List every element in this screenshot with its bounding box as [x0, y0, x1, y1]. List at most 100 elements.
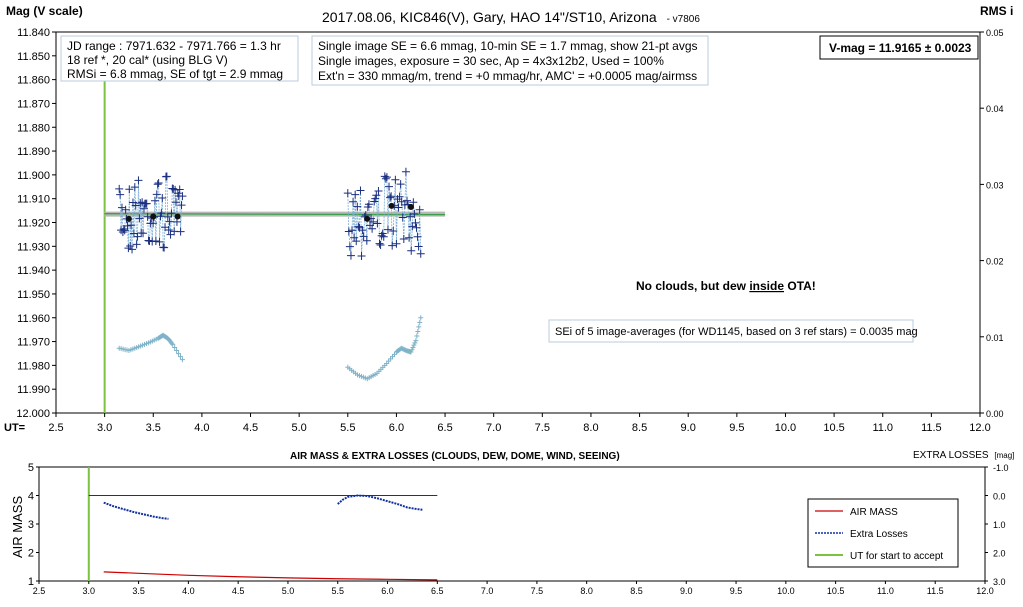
bottom-ylabel-right-unit: [mag]	[994, 451, 1014, 460]
avg-point	[364, 215, 371, 222]
bottom-x-tick-label: 9.5	[730, 586, 743, 596]
top-x-tick-label: 11.5	[921, 422, 942, 434]
top-y-tick-label: 11.920	[17, 218, 50, 230]
rms-point	[412, 340, 418, 346]
bottom-x-tick-label: 9.0	[680, 586, 693, 596]
single-image-point	[402, 196, 411, 205]
rms-point	[179, 357, 185, 363]
legend-label-extra-losses: Extra Losses	[850, 529, 908, 540]
single-image-point	[176, 227, 185, 236]
info-box-2-line-2: Single images, exposure = 30 sec, Ap = 4…	[318, 54, 664, 68]
top-title: 2017.08.06, KIC846(V), Gary, HAO 14"/ST1…	[322, 9, 700, 25]
bottom-right-tick-label: 1.0	[993, 520, 1006, 530]
bottom-x-tick-label: 11.0	[877, 586, 894, 596]
bottom-x-tick-label: 5.5	[331, 586, 344, 596]
bottom-x-tick-label: 3.0	[83, 586, 96, 596]
top-x-tick-label: 4.5	[243, 422, 258, 434]
single-image-point	[115, 184, 124, 193]
air-mass-line	[103, 571, 438, 581]
single-image-point	[165, 217, 174, 226]
info-box-1	[60, 35, 299, 82]
single-image-point	[398, 213, 407, 222]
bottom-y-tick-label: 4	[28, 491, 34, 503]
top-right-tick-label: 0.02	[986, 257, 1004, 267]
bottom-y-tick-label: 3	[28, 519, 34, 531]
bottom-x-tick-label: 7.0	[481, 586, 494, 596]
single-image-point	[177, 201, 186, 210]
avg-point	[388, 202, 395, 209]
single-image-point	[131, 201, 140, 210]
clouds-annotation-before: No clouds, but dew	[636, 279, 749, 293]
vmag-label: V-mag = 11.9165 ± 0.0023	[829, 41, 972, 55]
bottom-x-tick-label: 3.5	[132, 586, 145, 596]
single-image-point	[157, 209, 166, 218]
bottom-x-tick-label: 8.0	[580, 586, 593, 596]
bottom-y-tick-label: 2	[28, 548, 34, 560]
single-image-point	[129, 229, 138, 238]
top-y-tick-label: 11.890	[17, 146, 50, 158]
top-x-tick-label: 6.5	[437, 422, 452, 434]
single-image-point	[167, 209, 176, 218]
single-image-point	[365, 221, 374, 230]
bottom-x-tick-label: 6.5	[431, 586, 444, 596]
single-image-point	[392, 239, 401, 248]
single-image-point	[405, 233, 414, 242]
single-image-point	[416, 249, 425, 258]
bottom-title: AIR MASS & EXTRA LOSSES (CLOUDS, DEW, DO…	[290, 451, 620, 462]
bottom-x-tick-label: 12.0	[976, 586, 994, 596]
single-image-point	[411, 218, 420, 227]
single-image-point	[135, 214, 144, 223]
avg-point	[174, 213, 181, 220]
single-image-point	[349, 197, 358, 206]
top-plot-frame	[55, 31, 981, 414]
single-image-point	[127, 221, 136, 230]
top-right-tick-label: 0.03	[986, 180, 1004, 190]
top-right-tick-label: 0.00	[986, 409, 1004, 419]
single-image-point	[134, 176, 143, 185]
bottom-x-tick-label: 4.0	[182, 586, 195, 596]
top-x-tick-label: 8.5	[632, 422, 647, 434]
rms-point	[414, 333, 420, 339]
top-ylabel-right: RMS i	[980, 4, 1013, 18]
single-image-point	[373, 219, 382, 228]
bottom-right-tick-label: 2.0	[993, 549, 1006, 559]
bottom-x-tick-label: 10.5	[827, 586, 845, 596]
bottom-y-tick-label: 5	[28, 462, 34, 474]
top-x-tick-label: 2.5	[48, 422, 63, 434]
single-image-point	[364, 200, 373, 209]
single-image-point	[346, 251, 355, 260]
single-image-point	[142, 199, 151, 208]
rms-point	[174, 348, 180, 354]
top-y-tick-label: 11.860	[17, 75, 50, 87]
bottom-x-tick-label: 10.0	[777, 586, 795, 596]
avg-point	[125, 215, 132, 222]
single-image-point	[136, 199, 145, 208]
single-image-point	[372, 191, 381, 200]
single-image-point	[116, 190, 125, 199]
single-image-point	[154, 179, 163, 188]
single-image-point	[382, 173, 391, 182]
rms-point	[408, 349, 414, 355]
single-image-point	[169, 184, 178, 193]
top-y-tick-label: 11.940	[17, 265, 50, 277]
top-x-tick-label: 8.0	[583, 422, 598, 434]
vmag-box	[819, 35, 979, 60]
single-image-point	[358, 226, 367, 235]
single-image-point	[368, 224, 377, 233]
info-box-2-line-1: Single image SE = 6.6 mmag, 10-min SE = …	[318, 39, 698, 53]
single-image-point	[386, 193, 395, 202]
top-x-tick-label: 6.0	[389, 422, 404, 434]
top-right-tick-label: 0.04	[986, 104, 1004, 114]
clouds-annotation-underlined: inside	[749, 279, 784, 293]
single-image-point	[344, 227, 353, 236]
single-image-point	[389, 226, 398, 235]
single-image-point	[375, 239, 384, 248]
avg-point	[408, 204, 415, 211]
single-image-point	[149, 219, 158, 228]
single-image-point	[162, 172, 171, 181]
single-image-point	[410, 209, 419, 218]
single-image-point	[178, 192, 187, 201]
top-right-tick-label: 0.05	[986, 28, 1004, 38]
single-image-point	[139, 229, 148, 238]
